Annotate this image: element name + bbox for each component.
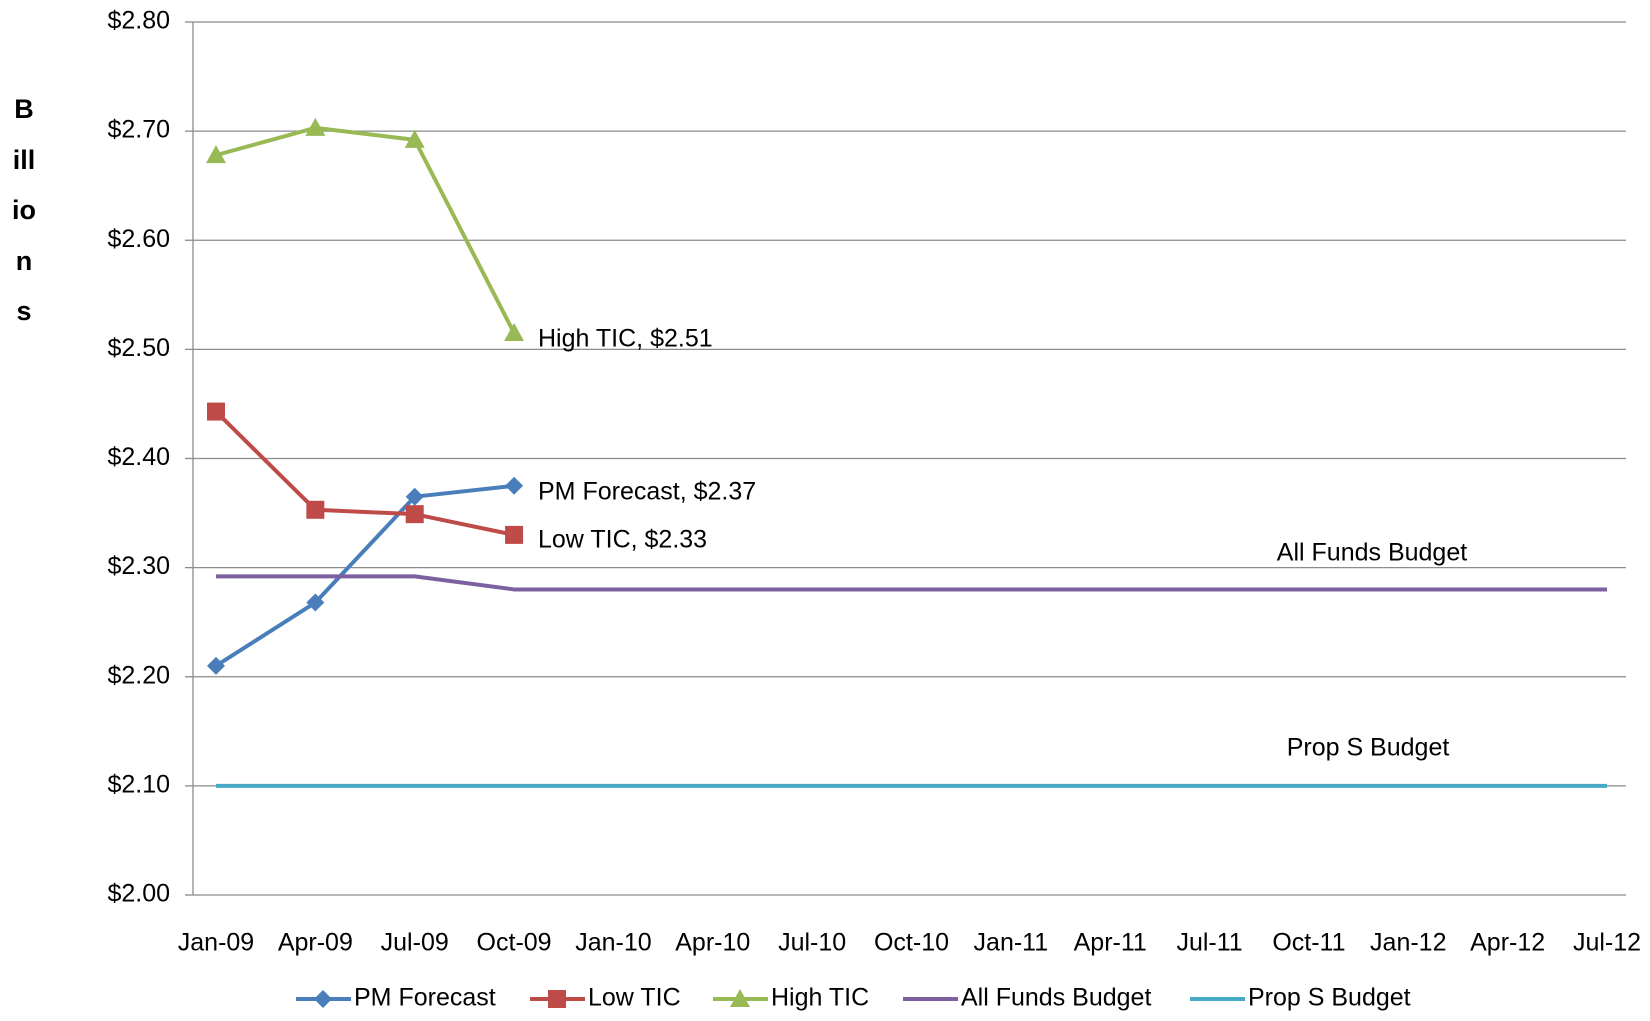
x-tick-label: Oct-11 bbox=[1272, 929, 1345, 957]
y-axis-label: Billions bbox=[12, 94, 36, 326]
y-tick-label: $2.60 bbox=[107, 225, 170, 253]
marker bbox=[314, 990, 332, 1008]
x-tick-label: Jul-11 bbox=[1176, 929, 1242, 957]
series-line bbox=[214, 410, 515, 537]
x-tick-label: Apr-09 bbox=[278, 929, 353, 957]
x-tick-label: Jan-09 bbox=[178, 929, 254, 957]
series-line bbox=[215, 125, 516, 334]
marker bbox=[404, 129, 425, 148]
annotation: All Funds Budget bbox=[1277, 539, 1467, 567]
marker bbox=[207, 402, 225, 421]
annotation: High TIC, $2.51 bbox=[538, 325, 713, 353]
x-tick-label: Jan-10 bbox=[575, 929, 651, 957]
x-tick-label: Apr-11 bbox=[1074, 929, 1147, 957]
y-tick-label: $2.10 bbox=[107, 770, 170, 798]
series-line bbox=[216, 574, 1607, 592]
annotation: PM Forecast, $2.37 bbox=[538, 478, 756, 506]
marker bbox=[405, 505, 424, 524]
y-tick-label: $2.40 bbox=[107, 443, 170, 471]
marker bbox=[730, 989, 750, 1007]
x-tick-label: Oct-10 bbox=[874, 929, 949, 957]
y-tick-label: $2.00 bbox=[107, 880, 170, 908]
y-tick-label: $2.30 bbox=[107, 552, 170, 580]
marker bbox=[207, 656, 225, 675]
series-line bbox=[214, 483, 515, 668]
marker bbox=[505, 525, 524, 544]
marker bbox=[206, 145, 226, 164]
marker bbox=[405, 487, 424, 506]
y-tick-label: $2.70 bbox=[107, 116, 170, 144]
marker bbox=[305, 117, 326, 136]
x-tick-label: Jul-09 bbox=[381, 929, 449, 957]
marker bbox=[548, 990, 566, 1008]
marker bbox=[306, 500, 325, 519]
x-tick-label: Apr-12 bbox=[1470, 929, 1545, 957]
x-tick-label: Apr-10 bbox=[675, 929, 750, 957]
legend-label: All Funds Budget bbox=[961, 984, 1151, 1012]
x-tick-label: Jul-10 bbox=[778, 929, 846, 957]
y-tick-label: $2.50 bbox=[107, 334, 170, 362]
marker bbox=[306, 593, 325, 612]
legend-label: High TIC bbox=[771, 984, 869, 1012]
marker bbox=[504, 323, 525, 342]
annotation: Low TIC, $2.33 bbox=[538, 526, 707, 554]
x-tick-label: Jul-12 bbox=[1573, 929, 1641, 957]
legend-label: Low TIC bbox=[588, 984, 681, 1012]
legend-label: Prop S Budget bbox=[1248, 984, 1411, 1012]
legend-label: PM Forecast bbox=[354, 984, 496, 1012]
x-tick-label: Jan-11 bbox=[974, 929, 1049, 957]
y-tick-label: $2.20 bbox=[107, 661, 170, 689]
annotation: Prop S Budget bbox=[1287, 734, 1450, 762]
x-tick-label: Jan-12 bbox=[1370, 929, 1446, 957]
y-tick-label: $2.80 bbox=[107, 7, 170, 35]
x-tick-label: Oct-09 bbox=[477, 929, 552, 957]
marker bbox=[505, 476, 524, 495]
